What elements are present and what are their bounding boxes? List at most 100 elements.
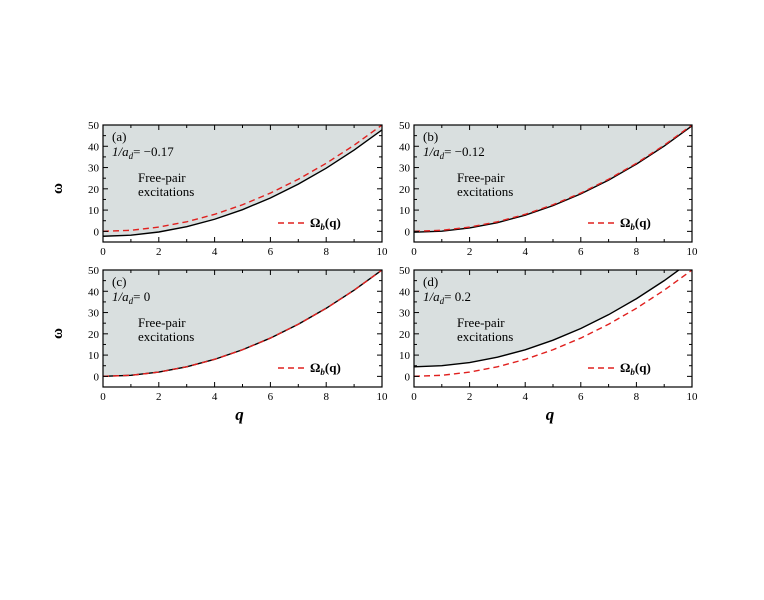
y-axis: 0 10 20 30 40 50	[399, 265, 692, 383]
y-tick-label: 10	[399, 350, 411, 362]
y-axis: 0 10 20 30 40 50	[399, 120, 692, 238]
x-tick-label: 6	[578, 391, 584, 403]
panel-a: 0 2 4 6 8 10 0 10 20 30 40 50 ω (a)1/ad= −0.17 Free-pa…	[50, 120, 388, 258]
y-tick-label: 40	[399, 286, 411, 298]
y-axis-label: ω	[50, 328, 66, 339]
legend-label: Ωb(q)	[620, 360, 651, 377]
x-tick-label: 4	[522, 391, 528, 403]
x-tick-label: 2	[156, 246, 162, 258]
panel-label: (c)	[112, 274, 126, 289]
y-tick-label: 20	[88, 329, 100, 341]
x-tick-label: 10	[377, 391, 389, 403]
plot-area	[103, 125, 382, 237]
legend-label: Ωb(q)	[620, 215, 651, 232]
continuum-region	[414, 270, 679, 367]
x-tick-label: 0	[100, 246, 106, 258]
x-tick-label: 4	[522, 246, 528, 258]
x-tick-label: 6	[268, 246, 274, 258]
x-tick-label: 2	[467, 391, 473, 403]
x-tick-label: 10	[687, 246, 699, 258]
x-tick-label: 6	[578, 246, 584, 258]
x-axis: 0 2 4 6 8 10	[411, 270, 698, 403]
threshold-line	[414, 270, 681, 368]
x-axis-label: q	[546, 405, 555, 424]
y-tick-label: 50	[88, 120, 100, 132]
x-axis: 0 2 4 6 8 10	[411, 125, 698, 258]
x-tick-label: 0	[411, 391, 417, 403]
y-tick-label: 30	[399, 163, 411, 175]
x-tick-label: 4	[212, 391, 218, 403]
x-tick-label: 0	[100, 391, 106, 403]
panel-d: 0 2 4 6 8 10 0 10 20 30 40 50 q (d)1/ad= 0.2 Free-pair…	[399, 265, 698, 424]
parameter-label: 1/ad= −0.12	[423, 144, 485, 161]
y-tick-label: 10	[399, 205, 411, 217]
region-label-line1: Free-pair	[138, 315, 186, 330]
y-tick-label: 30	[88, 163, 100, 175]
y-tick-label: 20	[399, 329, 411, 341]
x-tick-label: 8	[634, 246, 640, 258]
threshold-line	[414, 125, 692, 233]
omega-b-line	[103, 125, 382, 233]
continuum-region	[103, 270, 382, 377]
y-tick-label: 0	[405, 226, 411, 238]
continuum-region	[414, 125, 692, 233]
y-tick-label: 50	[88, 265, 100, 277]
region-label-line2: excitations	[457, 329, 513, 344]
region-label-line1: Free-pair	[457, 170, 505, 185]
legend: Ωb(q)	[588, 215, 651, 232]
x-tick-label: 8	[323, 391, 329, 403]
y-tick-label: 40	[399, 141, 411, 153]
region-label-line1: Free-pair	[138, 170, 186, 185]
panel-label: (b)	[423, 129, 438, 144]
legend: Ωb(q)	[278, 215, 341, 232]
y-tick-label: 20	[88, 184, 100, 196]
y-tick-label: 10	[88, 205, 100, 217]
plot-area	[414, 125, 692, 233]
legend-label: Ωb(q)	[310, 360, 341, 377]
x-tick-label: 2	[156, 391, 162, 403]
y-axis: 0 10 20 30 40 50	[88, 120, 382, 238]
x-axis: 0 2 4 6 8 10	[100, 270, 388, 403]
y-tick-label: 40	[88, 286, 100, 298]
y-tick-label: 10	[88, 350, 100, 362]
x-tick-label: 0	[411, 246, 417, 258]
y-tick-label: 50	[399, 120, 411, 132]
omega-b-line	[414, 270, 692, 378]
x-tick-label: 4	[212, 246, 218, 258]
region-label-line2: excitations	[138, 329, 194, 344]
plot-area	[103, 270, 382, 378]
y-axis-label: ω	[50, 183, 66, 194]
threshold-line	[103, 129, 382, 237]
parameter-label: 1/ad= 0.2	[423, 289, 471, 306]
y-tick-label: 0	[405, 371, 411, 383]
panel-b: 0 2 4 6 8 10 0 10 20 30 40 50 (b)1/ad= −0.12 Free-pai…	[399, 120, 698, 258]
legend: Ωb(q)	[588, 360, 651, 377]
plot-area	[414, 270, 692, 378]
panel-label: (d)	[423, 274, 438, 289]
panel-label: (a)	[112, 129, 126, 144]
y-tick-label: 40	[88, 141, 100, 153]
region-label-line1: Free-pair	[457, 315, 505, 330]
x-tick-label: 2	[467, 246, 473, 258]
omega-b-line	[414, 125, 692, 233]
y-tick-label: 50	[399, 265, 411, 277]
x-axis-label: q	[235, 405, 244, 424]
continuum-region	[103, 125, 382, 237]
x-tick-label: 8	[634, 391, 640, 403]
x-tick-label: 10	[377, 246, 389, 258]
x-tick-label: 8	[323, 246, 329, 258]
y-tick-label: 20	[399, 184, 411, 196]
panel-c: 0 2 4 6 8 10 0 10 20 30 40 50 ω q (c)1/ad= 0 Free-paire…	[50, 265, 388, 424]
legend-label: Ωb(q)	[310, 215, 341, 232]
y-axis: 0 10 20 30 40 50	[88, 265, 382, 383]
region-label-line2: excitations	[457, 184, 513, 199]
legend: Ωb(q)	[278, 360, 341, 377]
omega-b-line	[103, 270, 382, 378]
y-tick-label: 0	[94, 371, 100, 383]
y-tick-label: 30	[88, 308, 100, 320]
y-tick-label: 30	[399, 308, 411, 320]
x-axis: 0 2 4 6 8 10	[100, 125, 388, 258]
parameter-label: 1/ad= 0	[112, 289, 150, 306]
region-label-line2: excitations	[138, 184, 194, 199]
